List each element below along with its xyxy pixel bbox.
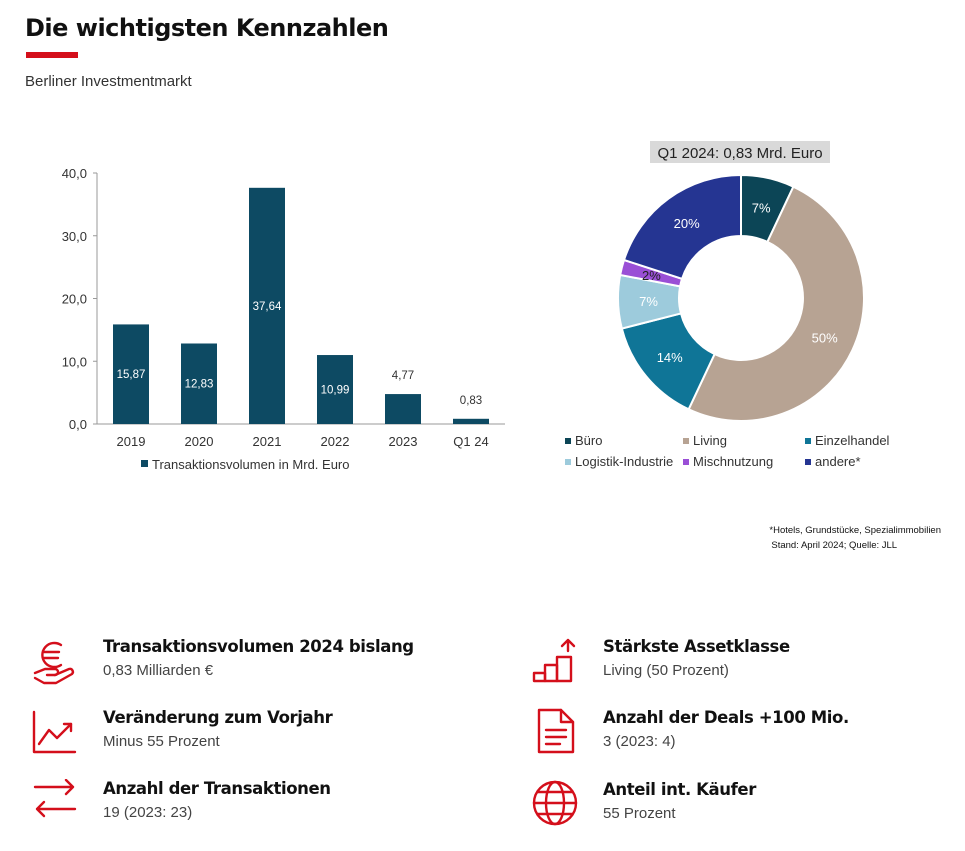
x-tick-label: 2022	[321, 434, 350, 449]
legend-swatch	[805, 459, 811, 465]
kpi-value: 0,83 Milliarden €	[103, 662, 214, 679]
chart-trend-icon	[31, 708, 81, 758]
y-tick-label: 10,0	[62, 354, 87, 369]
legend-swatch	[683, 459, 689, 465]
bar-value-label: 0,83	[460, 395, 482, 407]
y-tick-label: 0,0	[69, 417, 87, 432]
bar	[113, 324, 149, 424]
y-tick-label: 30,0	[62, 229, 87, 244]
kpi-label: Anteil int. Käufer	[603, 780, 756, 799]
donut-slice-label: 50%	[812, 330, 838, 345]
legend-label: Living	[693, 433, 727, 448]
kpi-label: Anzahl der Transaktionen	[103, 779, 331, 798]
title-accent-bar	[26, 52, 78, 58]
globe-icon	[531, 780, 581, 830]
page-title: Die wichtigsten Kennzahlen	[25, 14, 389, 42]
bar	[385, 394, 421, 424]
donut-slice-label: 7%	[639, 294, 658, 309]
legend-label: Mischnutzung	[693, 454, 773, 469]
bar	[453, 418, 489, 424]
kpi-label: Stärkste Assetklasse	[603, 637, 790, 656]
donut-slice-label: 7%	[752, 201, 771, 216]
kpi-label: Transaktionsvolumen 2024 bislang	[103, 637, 414, 656]
kpi-label: Anzahl der Deals +100 Mio.	[603, 708, 849, 727]
euro-hand-icon	[31, 637, 81, 687]
legend-swatch	[565, 459, 571, 465]
footnote-line-2: Stand: April 2024; Quelle: JLL	[771, 540, 898, 551]
legend-label: Einzelhandel	[815, 433, 890, 448]
donut-slice-label: 2%	[642, 268, 661, 283]
legend-swatch	[683, 438, 689, 444]
bar	[317, 355, 353, 424]
donut-chart: Q1 2024: 0,83 Mrd. Euro 7% 50% 14% 7% 2% 20% Bü…	[565, 141, 890, 469]
kpi-value: Living (50 Prozent)	[603, 662, 729, 679]
donut-title-bg	[650, 141, 830, 163]
x-tick-label: 2020	[185, 434, 214, 449]
bar-chart: 0,0 10,0 20,0 30,0 40,0 15,87 2019 12,83 2020 37,…	[62, 166, 505, 472]
y-tick-label: 40,0	[62, 166, 87, 181]
kpi-value: Minus 55 Prozent	[103, 733, 220, 750]
kpi-label: Veränderung zum Vorjahr	[103, 708, 333, 727]
growth-steps-icon	[531, 637, 581, 687]
bar	[181, 343, 217, 424]
exchange-arrows-icon	[31, 778, 81, 829]
x-tick-label: 2021	[253, 434, 282, 449]
bar	[249, 187, 285, 424]
legend-swatch	[141, 460, 148, 467]
x-tick-label: 2023	[389, 434, 418, 449]
footnote: *Hotels, Grundstücke, Spezialimmobilien …	[769, 523, 941, 553]
x-tick-label: 2019	[117, 434, 146, 449]
bar-value-label: 10,99	[321, 385, 350, 397]
bar-value-label: 15,87	[117, 369, 146, 381]
kpi-value: 55 Prozent	[603, 805, 676, 822]
document-icon	[531, 708, 581, 758]
donut-slice	[622, 173, 742, 281]
kpi-value: 3 (2023: 4)	[603, 733, 676, 750]
page-subtitle: Berliner Investmentmarkt	[25, 73, 192, 90]
bar-value-label: 12,83	[185, 379, 214, 391]
bar-value-label: 37,64	[253, 301, 282, 313]
x-tick-label: Q1 24	[453, 434, 488, 449]
legend-swatch	[805, 438, 811, 444]
bar-value-label: 4,77	[392, 370, 414, 382]
donut-slice	[687, 185, 865, 422]
legend-label: Transaktionsvolumen in Mrd. Euro	[152, 457, 350, 472]
y-tick-label: 20,0	[62, 292, 87, 307]
legend-label: Logistik-Industrie	[575, 454, 673, 469]
kpi-value: 19 (2023: 23)	[103, 804, 193, 821]
legend-label: Büro	[575, 433, 602, 448]
legend-label: andere*	[815, 454, 861, 469]
donut-title: Q1 2024: 0,83 Mrd. Euro	[657, 145, 822, 162]
donut-slice-label: 20%	[674, 216, 700, 231]
legend-swatch	[565, 438, 571, 444]
footnote-line-1: *Hotels, Grundstücke, Spezialimmobilien	[769, 525, 941, 536]
donut-slice-label: 14%	[657, 350, 683, 365]
